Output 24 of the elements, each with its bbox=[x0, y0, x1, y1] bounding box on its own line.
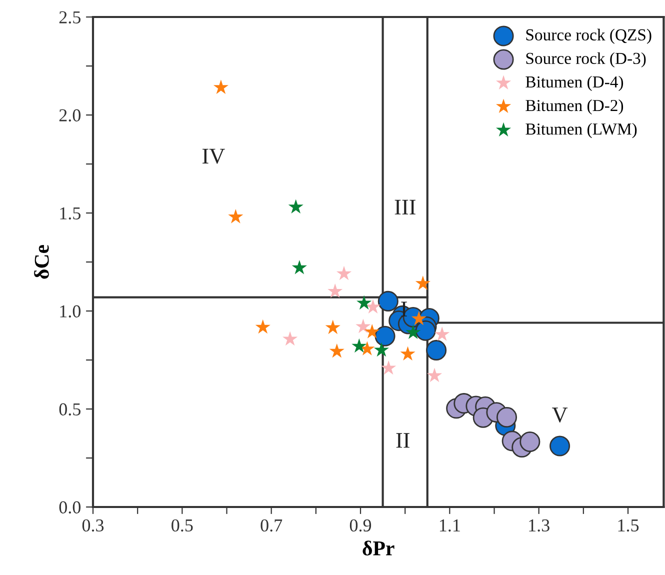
y-tick-label: 0.0 bbox=[59, 501, 81, 514]
legend-label: Source rock (QZS) bbox=[526, 28, 652, 44]
legend-label: Bitumen (D-4) bbox=[526, 76, 624, 91]
legend-label: Bitumen (D-2) bbox=[526, 99, 624, 115]
y-tick-label: 1.0 bbox=[60, 305, 81, 318]
x-tick-label: 0.9 bbox=[350, 519, 372, 532]
y-tick-label: 0.5 bbox=[59, 403, 80, 416]
x-tick-label: 0.5 bbox=[172, 519, 193, 532]
annotation: II bbox=[396, 433, 410, 448]
y-axis-title: δCe bbox=[34, 244, 49, 279]
y-tick-label: 1.5 bbox=[60, 207, 80, 220]
x-tick-label: 1.3 bbox=[529, 519, 550, 532]
x-tick-label: 0.3 bbox=[82, 519, 104, 532]
legend-label: Source rock (D-3) bbox=[526, 52, 646, 68]
annotation: V bbox=[552, 408, 568, 423]
annotation: III bbox=[394, 200, 416, 214]
legend-label: Bitumen (LWM) bbox=[526, 122, 637, 138]
x-tick-label: 1.5 bbox=[618, 519, 639, 532]
annotation: IV bbox=[202, 148, 225, 164]
y-tick-label: 2.0 bbox=[59, 109, 81, 122]
x-axis-title: δPr bbox=[362, 540, 394, 556]
x-tick-label: 1.1 bbox=[440, 519, 460, 532]
x-tick-label: 0.7 bbox=[260, 519, 282, 532]
y-tick-label: 2.5 bbox=[59, 11, 80, 24]
